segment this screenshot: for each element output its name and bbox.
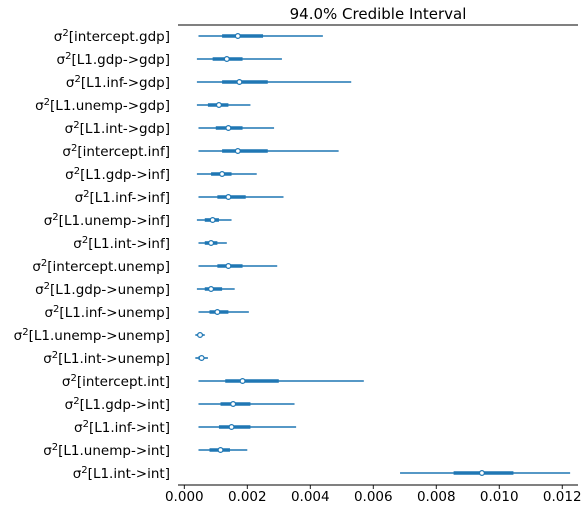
x-tick-layer: 0.000 0.002 0.004 0.006 0.008 0.010 0.012 [165, 485, 582, 505]
median-point [197, 332, 204, 339]
x-tick-label: 0.004 [291, 489, 330, 505]
median-point [219, 171, 226, 178]
y-tick-label: σ2[L1.gdp->inf] [65, 166, 170, 183]
median-point [478, 470, 485, 477]
median-point [225, 263, 232, 270]
median-point [214, 309, 221, 316]
y-tick-label: σ2[L1.int->inf] [73, 235, 170, 252]
interval-layer [195, 32, 571, 477]
y-tick-label: σ2[intercept.inf] [62, 143, 170, 160]
y-tick-label: σ2[L1.unemp->int] [43, 442, 170, 459]
x-tick-label: 0.008 [417, 489, 456, 505]
y-tick-label: σ2[L1.inf->inf] [75, 189, 170, 206]
y-tick-label: σ2[L1.gdp->int] [65, 396, 170, 413]
median-point [217, 447, 224, 454]
y-label-layer: σ2[intercept.gdp] σ2[L1.gdp->gdp] σ2[L1.in… [14, 28, 170, 482]
median-point [230, 401, 237, 408]
y-tick-label: σ2[intercept.int] [62, 373, 170, 390]
y-tick-label: σ2[L1.inf->unemp] [44, 304, 170, 321]
y-tick-label: σ2[L1.unemp->gdp] [35, 97, 170, 114]
y-tick-label: σ2[L1.int->int] [73, 465, 170, 482]
x-tick-label: 0.000 [165, 489, 204, 505]
y-tick-label: σ2[intercept.unemp] [32, 258, 170, 275]
y-tick-label: σ2[L1.int->unemp] [43, 350, 170, 367]
median-point [228, 424, 235, 431]
median-point [198, 355, 205, 362]
x-tick-label: 0.002 [228, 489, 267, 505]
median-point [225, 124, 232, 131]
median-point [223, 55, 230, 62]
chart-title: 94.0% Credible Interval [290, 5, 467, 23]
median-point [208, 240, 215, 247]
x-tick-label: 0.010 [480, 489, 519, 505]
x-tick-label: 0.012 [543, 489, 582, 505]
x-tick-label: 0.006 [354, 489, 393, 505]
y-tick-label: σ2[L1.gdp->unemp] [35, 281, 170, 298]
median-point [225, 194, 232, 201]
y-tick-label: σ2[L1.gdp->gdp] [57, 51, 170, 68]
median-point [236, 78, 243, 85]
median-point [215, 101, 222, 108]
y-tick-label: σ2[L1.unemp->unemp] [14, 327, 170, 344]
y-tick-label: σ2[L1.unemp->inf] [44, 212, 170, 229]
median-point [239, 378, 246, 385]
median-point [209, 217, 216, 224]
median-point [208, 286, 215, 293]
median-point [234, 148, 241, 155]
median-point [234, 32, 241, 39]
y-tick-label: σ2[L1.int->gdp] [65, 120, 170, 137]
y-tick-label: σ2[L1.inf->gdp] [66, 74, 170, 91]
y-tick-label: σ2[L1.inf->int] [74, 419, 170, 436]
y-tick-label: σ2[intercept.gdp] [54, 28, 170, 45]
